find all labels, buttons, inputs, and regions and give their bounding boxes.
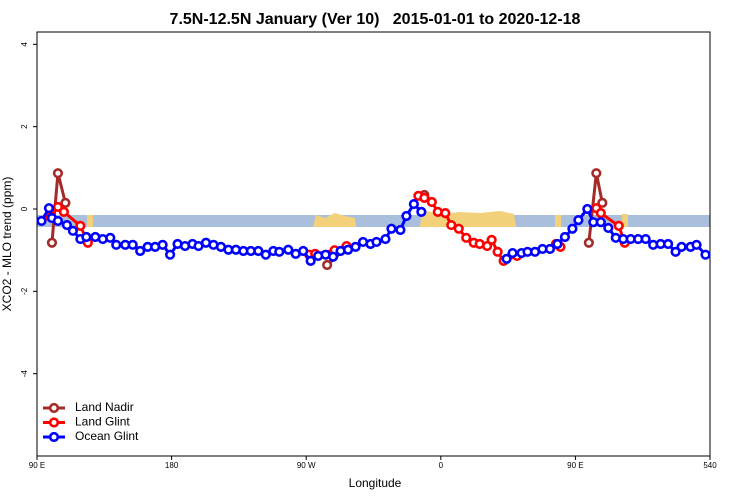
data-point (559, 231, 571, 243)
land-mask (37, 210, 710, 227)
data-point (426, 196, 437, 208)
data-point (328, 251, 339, 262)
data-point (350, 241, 361, 252)
data-point (700, 249, 711, 260)
data-point (613, 220, 624, 231)
data-point (253, 245, 264, 257)
data-point (461, 232, 472, 243)
data-point (380, 233, 391, 245)
y-tick-label: -2 (20, 287, 29, 295)
data-point (507, 247, 518, 259)
data-point (165, 249, 176, 260)
data-point (583, 237, 594, 248)
data-point (36, 215, 47, 227)
data-point (595, 208, 606, 219)
data-point (283, 244, 294, 255)
land-patch (87, 215, 93, 227)
legend-marker (48, 431, 60, 443)
data-point (595, 217, 606, 228)
x-tick-label: 90 E (567, 461, 583, 470)
land-patch (622, 214, 628, 227)
x-tick-label: 0 (439, 461, 444, 470)
x-tick-label: 180 (165, 461, 179, 470)
data-point (61, 219, 73, 231)
data-point (552, 238, 563, 250)
data-point (573, 215, 584, 226)
data-point (401, 210, 412, 222)
x-tick-label: 90 E (29, 461, 45, 470)
ocean-band (37, 215, 710, 227)
data-point (274, 246, 285, 257)
data-point (127, 239, 138, 250)
legend-label: Land Glint (75, 415, 130, 429)
data-point (567, 223, 578, 234)
y-tick-label: 0 (20, 206, 29, 211)
data-point (67, 225, 78, 236)
data-point (386, 223, 397, 234)
land-patch (313, 213, 356, 227)
x-tick-label: 540 (703, 461, 717, 470)
data-point (395, 224, 406, 236)
data-point (46, 237, 58, 248)
land-patch (555, 215, 561, 227)
data-point (582, 203, 593, 215)
data-point (591, 168, 602, 179)
data-point (75, 220, 86, 231)
y-tick-label: 4 (20, 42, 29, 47)
legend-label: Ocean Glint (75, 429, 139, 443)
x-axis-label: Longitude (349, 476, 402, 490)
data-point (371, 236, 382, 248)
data-point (416, 206, 427, 217)
data-point (676, 241, 687, 252)
data-point (43, 203, 55, 214)
legend-label: Land Nadir (75, 400, 134, 414)
data-point (52, 168, 64, 179)
plot-frame (36, 31, 711, 457)
data-point (440, 208, 451, 219)
legend-marker (48, 417, 60, 428)
data-point (52, 215, 64, 227)
data-point (453, 223, 464, 234)
data-point (486, 234, 497, 245)
data-point (305, 255, 316, 266)
y-tick-label: -4 (20, 370, 29, 378)
data-point (446, 219, 457, 231)
data-point (640, 233, 651, 245)
y-tick-label: 2 (20, 124, 29, 129)
data-point (111, 239, 122, 250)
data-point (663, 238, 674, 250)
data-point (408, 198, 419, 210)
data-point (492, 246, 503, 257)
data-point (597, 197, 608, 208)
y-axis-label: XCO2 - MLO trend (ppm) (0, 177, 14, 312)
data-point (157, 239, 168, 250)
data-point (81, 231, 92, 243)
data-point (603, 222, 614, 234)
data-point (60, 197, 71, 208)
data-point (105, 232, 116, 243)
x-tick-label: 90 W (297, 461, 316, 470)
data-point (419, 192, 430, 203)
chart-title: 7.5N-12.5N January (Ver 10) 2015-01-01 t… (170, 11, 581, 28)
data-point (322, 259, 333, 271)
legend-marker (48, 402, 60, 414)
data-point (58, 206, 70, 217)
data-point (135, 245, 146, 257)
data-point (298, 245, 309, 257)
data-point (501, 253, 512, 264)
data-point (691, 239, 702, 250)
data-point (260, 249, 271, 260)
data-point (544, 243, 556, 255)
